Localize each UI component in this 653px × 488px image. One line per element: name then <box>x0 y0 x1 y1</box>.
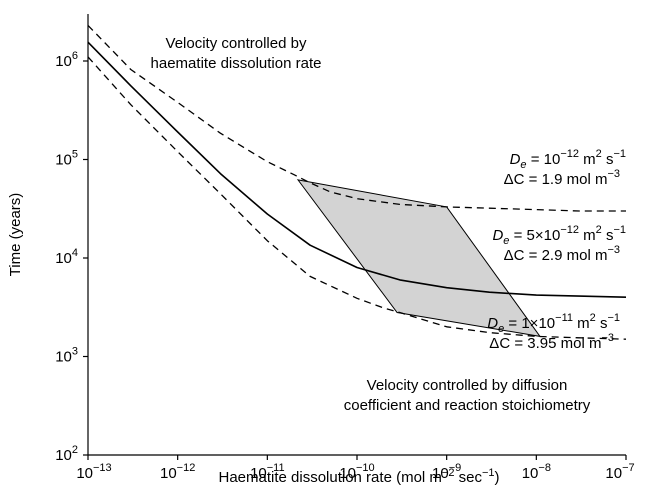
curve-label-de-3: De = 1×10−11 m2 s−1 <box>487 312 620 335</box>
y-tick-label: 105 <box>55 148 78 168</box>
curve-label-dc-1: ΔC = 1.9 mol m−3 <box>504 168 620 188</box>
y-axis-label: Time (years) <box>7 193 24 277</box>
x-tick-label: 10−8 <box>522 462 551 482</box>
labels-layer: Haematite dissolution rate (mol m−2 sec−… <box>7 35 626 486</box>
curve-label-de-2: De = 5×10−12 m2 s−1 <box>492 224 626 247</box>
y-tick-label: 106 <box>55 50 78 70</box>
curve-label-de-1: De = 10−12 m2 s−1 <box>510 148 626 171</box>
bottom-note: Velocity controlled by diffusion coeffici… <box>344 377 591 414</box>
y-tick-label: 102 <box>55 444 78 464</box>
x-tick-label: 10−13 <box>76 462 111 482</box>
x-tick-label: 10−12 <box>160 462 195 482</box>
x-axis-label: Haematite dissolution rate (mol m−2 sec−… <box>218 467 499 486</box>
series-line-1 <box>87 24 626 212</box>
plot-layer <box>87 24 627 340</box>
curve-label-dc-2: ΔC = 2.9 mol m−3 <box>504 244 620 264</box>
x-tick-label: 10−7 <box>605 462 634 482</box>
x-tick-label: 10−10 <box>339 462 374 482</box>
x-tick-label: 10−11 <box>250 462 285 482</box>
series-line-3 <box>87 56 627 340</box>
top-note: Velocity controlled by haematite dissolut… <box>151 35 322 72</box>
curve-label-dc-3: ΔC = 3.95 mol m−3 <box>489 332 614 352</box>
y-tick-label: 103 <box>55 345 78 365</box>
axes-layer: 10−13 10−12 10−11 10−10 10−9 10−8 10−7 102 103 10… <box>55 14 635 482</box>
x-tick-label: 10−9 <box>432 462 461 482</box>
y-tick-label: 104 <box>55 247 78 267</box>
series-line-2 <box>87 41 627 298</box>
